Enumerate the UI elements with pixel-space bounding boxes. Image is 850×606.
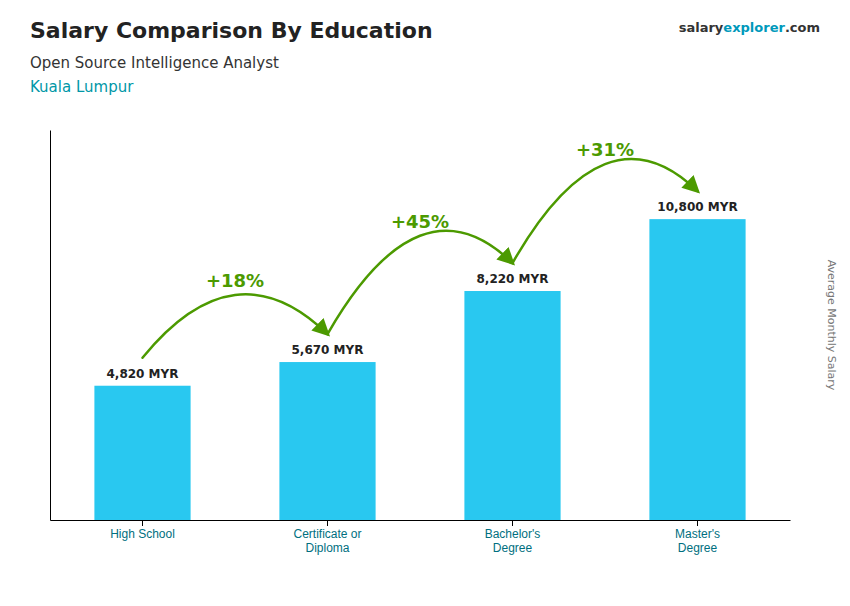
bar bbox=[649, 219, 745, 520]
change-arc bbox=[513, 159, 698, 263]
change-label: +45% bbox=[391, 211, 449, 232]
change-arcs: +18% +45% +31% bbox=[143, 139, 698, 358]
value-label: 8,220 MYR bbox=[476, 272, 548, 286]
value-label: 5,670 MYR bbox=[291, 343, 363, 357]
x-tick-label-line: Diploma bbox=[305, 541, 349, 555]
y-axis bbox=[50, 131, 51, 521]
x-tick-label: Bachelor'sDegree bbox=[485, 527, 541, 555]
x-tick-label-line: High School bbox=[110, 527, 175, 541]
brand-part: salary bbox=[679, 20, 724, 35]
x-tick-mark bbox=[327, 520, 328, 526]
x-axis-line bbox=[51, 520, 791, 521]
y-axis-title: Average Monthly Salary bbox=[825, 260, 838, 391]
title: Salary Comparison By Education bbox=[30, 18, 433, 43]
brand-part: .com bbox=[785, 20, 820, 35]
x-tick-mark bbox=[142, 520, 143, 526]
change-label: +31% bbox=[576, 139, 634, 160]
x-tick-label-line: Degree bbox=[678, 541, 718, 555]
value-label: 10,800 MYR bbox=[657, 200, 737, 214]
x-axis: High School Certificate orDiploma Bachelor… bbox=[51, 520, 791, 555]
x-tick-label-line: Certificate or bbox=[293, 527, 361, 541]
x-tick: Bachelor'sDegree bbox=[485, 520, 541, 555]
x-tick: Certificate orDiploma bbox=[293, 520, 361, 555]
change-arc bbox=[143, 294, 328, 357]
x-tick: Master'sDegree bbox=[675, 520, 720, 555]
x-tick-label-line: Master's bbox=[675, 527, 720, 541]
x-tick: High School bbox=[110, 520, 175, 541]
chart: Salary Comparison By Education Open Sourc… bbox=[0, 0, 850, 606]
change-arc bbox=[328, 231, 513, 334]
subtitle: Open Source Intelligence Analyst bbox=[30, 54, 279, 72]
bars bbox=[94, 219, 745, 520]
x-tick-mark bbox=[697, 520, 698, 526]
brand-part: explorer bbox=[723, 20, 785, 35]
x-tick-mark bbox=[512, 520, 513, 526]
x-tick-label-line: Bachelor's bbox=[485, 527, 541, 541]
x-tick-label-line: Degree bbox=[493, 541, 533, 555]
bar bbox=[94, 386, 190, 520]
bar bbox=[464, 291, 560, 520]
y-axis-line bbox=[50, 131, 51, 521]
value-labels: 4,820 MYR 5,670 MYR 8,220 MYR 10,800 MYR bbox=[106, 200, 737, 381]
bar bbox=[279, 362, 375, 520]
location: Kuala Lumpur bbox=[30, 78, 134, 96]
x-tick-label: Certificate orDiploma bbox=[293, 527, 361, 555]
change-label: +18% bbox=[206, 270, 264, 291]
x-tick-label: Master'sDegree bbox=[675, 527, 720, 555]
x-tick-label: High School bbox=[110, 527, 175, 541]
value-label: 4,820 MYR bbox=[106, 367, 178, 381]
